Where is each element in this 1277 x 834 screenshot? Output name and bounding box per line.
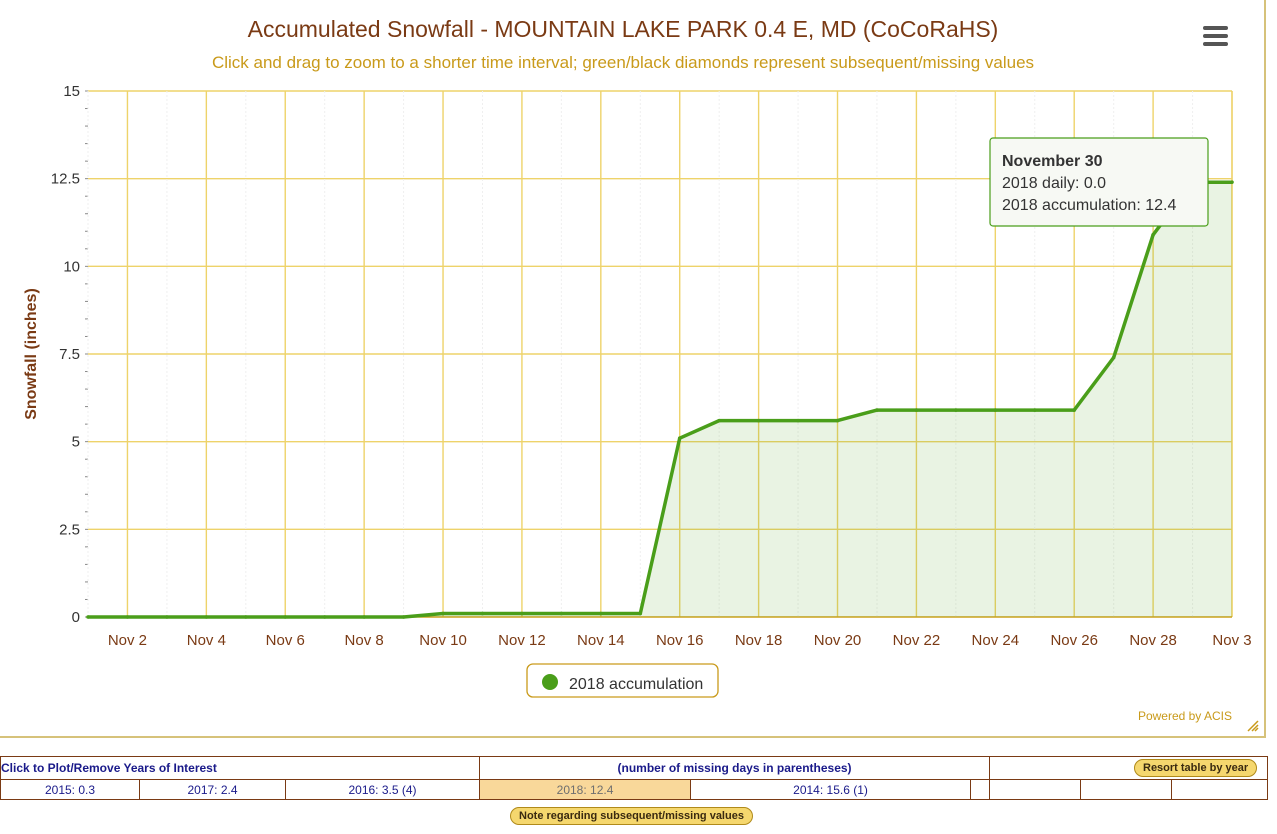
y-tick-label: 0 [72, 609, 80, 626]
data-point[interactable] [204, 615, 209, 619]
data-point[interactable] [322, 615, 327, 619]
legend[interactable]: 2018 accumulation [526, 663, 719, 698]
x-tick-label: Nov 24 [972, 632, 1020, 649]
legend-item-2018[interactable]: 2018 accumulation [569, 676, 703, 693]
year-cell[interactable]: 2015: 0.3 [0, 779, 140, 800]
data-point[interactable] [677, 436, 682, 440]
data-point[interactable] [756, 418, 761, 423]
tooltip-date: November 30 [1002, 153, 1103, 170]
tooltip-box [989, 137, 1209, 227]
series-area [86, 180, 1234, 619]
resize-handle-icon[interactable] [1247, 720, 1259, 732]
chart-menu-button[interactable] [1196, 20, 1234, 52]
data-point[interactable] [559, 611, 564, 616]
chart-container[interactable]: Accumulated Snowfall - MOUNTAIN LAKE PAR… [0, 0, 1266, 738]
y-tick-label: 12.5 [51, 171, 80, 188]
y-tick-label: 2.5 [59, 521, 80, 538]
y-tick-label: 10 [63, 258, 80, 275]
tooltip-daily: 2018 daily: 0.0 [1002, 175, 1106, 192]
resort-table-button[interactable]: Resort table by year [1134, 759, 1258, 777]
data-point[interactable] [1032, 408, 1037, 412]
x-tick-label: Nov 28 [1129, 632, 1177, 649]
snowfall-chart[interactable]: Accumulated Snowfall - MOUNTAIN LAKE PAR… [0, 0, 1266, 738]
x-tick-label: Nov 22 [893, 632, 941, 649]
year-cell[interactable]: 2014: 15.6 (1) [690, 779, 972, 800]
data-point[interactable] [796, 418, 800, 423]
data-point[interactable] [401, 615, 406, 619]
x-tick-label: Nov 20 [814, 632, 862, 649]
year-cell[interactable] [1080, 779, 1173, 800]
data-point[interactable] [1111, 355, 1116, 360]
legend-marker-icon [542, 674, 558, 690]
x-axis-ticks: Nov 2 Nov 4 Nov 6 Nov 8 Nov 10 Nov 12 Nov 14 No… [108, 632, 1252, 649]
series-line-2018[interactable] [88, 180, 1232, 619]
x-tick-label: Nov 16 [656, 632, 704, 649]
data-point[interactable] [875, 408, 879, 412]
year-cell[interactable] [970, 779, 991, 800]
x-tick-label: Nov 10 [419, 632, 467, 649]
years-table: Click to Plot/Remove Years of Interest (… [0, 756, 1269, 800]
data-point[interactable] [1072, 408, 1077, 412]
hamburger-menu-icon [1203, 26, 1228, 30]
data-point[interactable] [243, 615, 248, 619]
data-point[interactable] [1151, 232, 1155, 237]
x-tick-label: Nov 4 [187, 632, 226, 649]
y-axis-label: Snowfall (inches) [23, 288, 40, 420]
data-point[interactable] [638, 611, 643, 616]
y-tick-label: 5 [72, 434, 80, 451]
x-tick-label: Nov 26 [1050, 632, 1098, 649]
data-point[interactable] [914, 408, 919, 412]
hamburger-menu-icon-bar [1203, 42, 1228, 46]
data-point[interactable] [1230, 180, 1234, 184]
data-point[interactable] [86, 615, 90, 619]
y-axis-ticks: 0 2.5 5 7.5 10 12.5 15 [51, 83, 80, 626]
data-point[interactable] [835, 418, 840, 423]
year-cell[interactable] [989, 779, 1082, 800]
x-tick-label: Nov 2 [108, 632, 147, 649]
y-tick-label: 7.5 [59, 346, 80, 363]
tooltip-accumulation: 2018 accumulation: 12.4 [1002, 197, 1176, 214]
data-point[interactable] [165, 615, 169, 619]
missing-values-note-button[interactable]: Note regarding subsequent/missing values [510, 807, 753, 825]
series-area-fill [88, 182, 1232, 617]
data-point[interactable] [993, 408, 998, 412]
x-tick-label: Nov 3 [1212, 632, 1251, 649]
credits-link[interactable]: Powered by ACIS [1138, 709, 1232, 723]
table-header-row: Click to Plot/Remove Years of Interest (… [0, 756, 1269, 780]
hamburger-menu-icon-bar [1203, 34, 1228, 38]
year-cell[interactable]: 2017: 2.4 [139, 779, 286, 800]
data-point[interactable] [125, 615, 130, 619]
grid-lines [85, 90, 1233, 618]
x-tick-label: Nov 12 [498, 632, 546, 649]
tooltip: November 30 2018 daily: 0.0 2018 accumul… [989, 137, 1209, 227]
year-cell[interactable] [1171, 779, 1269, 800]
table-header-instructions: Click to Plot/Remove Years of Interest [0, 756, 481, 780]
x-tick-label: Nov 6 [266, 632, 305, 649]
y-tick-label: 15 [63, 83, 80, 100]
x-tick-label: Nov 14 [577, 632, 625, 649]
data-point[interactable] [283, 615, 288, 619]
data-point[interactable] [362, 615, 366, 619]
x-tick-label: Nov 18 [735, 632, 783, 649]
x-tick-label: Nov 8 [345, 632, 384, 649]
legend-box[interactable] [526, 663, 719, 698]
year-cell[interactable]: 2016: 3.5 (4) [284, 779, 481, 800]
chart-title: Accumulated Snowfall - MOUNTAIN LAKE PAR… [248, 16, 999, 42]
table-header-note: (number of missing days in parentheses) [479, 756, 991, 780]
data-point[interactable] [480, 611, 485, 616]
data-point[interactable] [520, 611, 524, 616]
chart-subtitle: Click and drag to zoom to a shorter time… [212, 53, 1034, 72]
data-point[interactable] [717, 418, 721, 423]
data-point[interactable] [599, 611, 603, 616]
data-point[interactable] [441, 611, 445, 616]
data-point[interactable] [954, 408, 958, 412]
year-cell[interactable]: 2018: 12.4 [479, 779, 692, 800]
table-row: 2015: 0.3 2017: 2.4 2016: 3.5 (4) 2018: 12.… [0, 779, 1269, 800]
